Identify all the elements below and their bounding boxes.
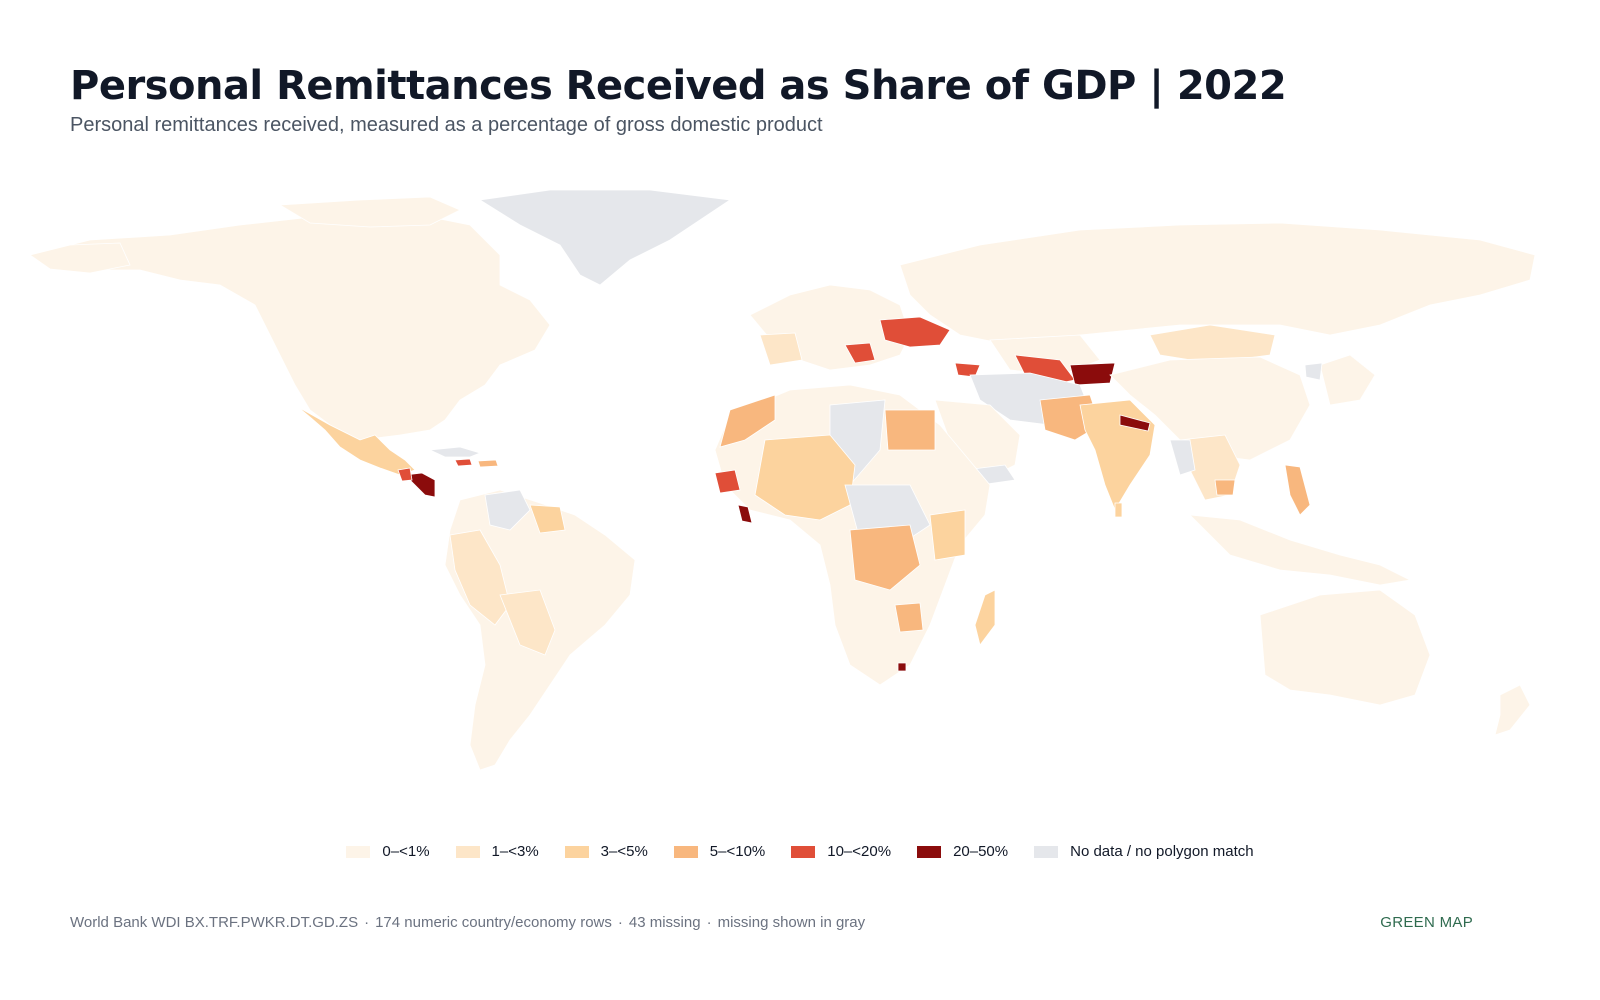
region-iberia <box>759 332 803 366</box>
region-lesotho <box>897 662 907 672</box>
region-egypt <box>884 409 936 451</box>
footer-source-text: World Bank WDI BX.TRF.PWKR.DT.GD.ZS <box>70 914 359 931</box>
region-zimbabwe <box>894 602 924 633</box>
region-senegal-gambia <box>714 469 741 494</box>
legend-item: 1–<3% <box>455 843 539 860</box>
region-sri-lanka <box>1114 502 1123 518</box>
region-arctic-islands <box>278 196 461 228</box>
region-alaska <box>30 242 131 274</box>
legend-swatch <box>564 845 589 858</box>
map-subtitle: Personal remittances received, measured … <box>70 114 823 136</box>
region-greenland <box>478 189 732 286</box>
footer-separator: · <box>617 914 623 931</box>
world-map <box>30 185 1540 790</box>
region-australia <box>1259 589 1431 706</box>
legend-label: 1–<3% <box>491 843 539 860</box>
legend-swatch <box>1034 845 1059 858</box>
legend-item: 5–<10% <box>673 843 766 860</box>
region-jamaica <box>477 459 499 468</box>
region-madagascar <box>974 589 996 646</box>
region-drc <box>849 524 921 591</box>
footer-missing-text: 43 missing <box>628 914 701 931</box>
region-balkans <box>844 342 876 364</box>
region-haiti-dr <box>454 458 473 467</box>
legend-item: 20–50% <box>917 843 1008 860</box>
legend-label: 0–<1% <box>382 843 430 860</box>
legend-label: No data / no polygon match <box>1070 843 1254 860</box>
region-myanmar <box>1169 439 1196 476</box>
region-caribbean <box>428 446 482 458</box>
region-guatemala <box>397 467 413 482</box>
map-legend: 0–<1% 1–<3% 3–<5% 5–<10% 10–<20% 20–50% … <box>0 843 1600 860</box>
region-india <box>1079 399 1156 511</box>
map-title: Personal Remittances Received as Share o… <box>70 63 1287 109</box>
legend-item: 10–<20% <box>791 843 891 860</box>
footer-note-text: missing shown in gray <box>717 914 866 931</box>
region-bolivia-paraguay <box>499 589 556 656</box>
region-korea-japan <box>1319 354 1376 406</box>
legend-swatch <box>917 845 942 858</box>
region-nepal <box>1119 414 1151 432</box>
region-north-korea <box>1304 362 1323 381</box>
legend-label: 5–<10% <box>709 843 766 860</box>
legend-swatch <box>791 845 816 858</box>
region-cambodia <box>1214 479 1236 496</box>
region-west-africa <box>754 434 856 521</box>
region-ukraine <box>879 316 951 348</box>
region-liberia <box>737 504 753 524</box>
legend-swatch <box>673 845 698 858</box>
footer-source: World Bank WDI BX.TRF.PWKR.DT.GD.ZS · 174 … <box>70 914 865 931</box>
region-east-africa <box>929 509 966 561</box>
region-new-zealand <box>1494 684 1531 736</box>
legend-swatch <box>455 845 480 858</box>
region-china <box>1109 356 1311 461</box>
legend-item: 3–<5% <box>564 843 648 860</box>
header: Personal Remittances Received as Share o… <box>70 60 1370 138</box>
region-morocco <box>719 394 776 448</box>
legend-item: No data / no polygon match <box>1034 843 1254 860</box>
region-russia <box>899 222 1536 346</box>
region-guyana <box>529 504 566 534</box>
legend-item: 0–<1% <box>346 843 430 860</box>
brand-label: GREEN MAP <box>1380 914 1473 931</box>
region-central-america <box>404 472 436 498</box>
region-philippines <box>1284 464 1311 516</box>
footer-separator: · <box>706 914 712 931</box>
footer-rows-text: 174 numeric country/economy rows <box>375 914 612 931</box>
legend-swatch <box>346 845 371 858</box>
region-indonesia <box>1188 514 1412 586</box>
region-tajik-kyrgyz <box>1069 362 1116 386</box>
region-mongolia <box>1149 324 1276 364</box>
legend-label: 10–<20% <box>827 843 892 860</box>
legend-label: 3–<5% <box>600 843 648 860</box>
region-colombia-venezuela <box>484 489 531 531</box>
legend-label: 20–50% <box>953 843 1009 860</box>
region-ecuador-peru <box>449 529 511 626</box>
footer-separator: · <box>364 914 370 931</box>
